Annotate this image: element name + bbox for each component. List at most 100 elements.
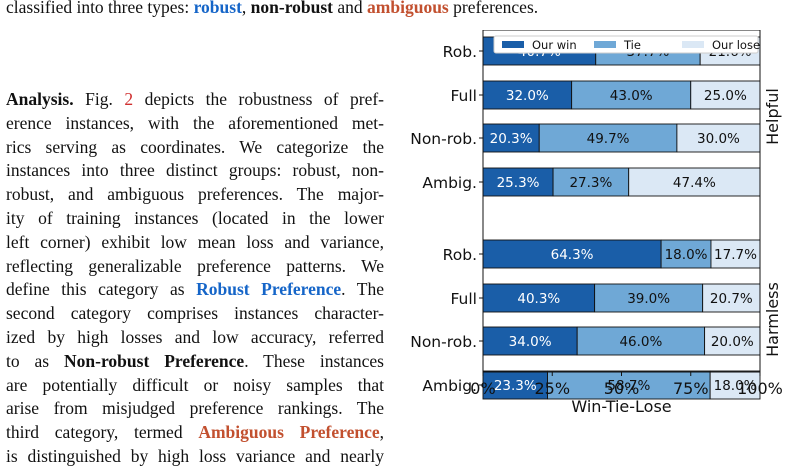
x-tick-label: 100% bbox=[737, 379, 783, 398]
analysis-paragraph: Analysis. Fig. 2 depicts the robustness … bbox=[6, 88, 384, 469]
para-text: Fig. bbox=[85, 89, 113, 109]
bar-value-label: 25.3% bbox=[497, 175, 540, 191]
bar-value-label: 27.3% bbox=[569, 175, 612, 191]
bar-value-label: 20.0% bbox=[711, 334, 754, 350]
stacked-bar-segment bbox=[576, 326, 706, 356]
y-tick-label: Ambig. bbox=[422, 174, 477, 192]
figure-ref-link[interactable]: 2 bbox=[124, 89, 134, 109]
stacked-bar-segment bbox=[482, 370, 548, 400]
para-text: depicts the robustness of pref- bbox=[144, 89, 384, 109]
x-axis-label: Win-Tie-Lose bbox=[571, 397, 671, 416]
para-line: are potentially difficult or noisy sampl… bbox=[6, 374, 384, 395]
bar-value-label: 47.4% bbox=[673, 175, 716, 191]
y-tick-label: Rob. bbox=[443, 246, 477, 264]
bar-value-label: 30.0% bbox=[697, 131, 740, 147]
para-line: third category, termed Ambiguous Prefere… bbox=[6, 421, 384, 445]
stacked-bar-segment bbox=[547, 370, 711, 400]
para-line: robust, and ambiguous preferences. The m… bbox=[6, 184, 384, 205]
bar-value-label: 39.0% bbox=[627, 291, 670, 307]
legend-label: Our win bbox=[532, 38, 577, 52]
y-tick-label: Non-rob. bbox=[410, 130, 477, 148]
bar-value-label: 46.0% bbox=[619, 334, 662, 350]
y-tick-label: Ambig. bbox=[422, 377, 477, 395]
para-line: ity of training instances (located in th… bbox=[6, 207, 384, 228]
analysis-heading: Analysis. bbox=[6, 89, 74, 109]
stacked-bar-segment bbox=[482, 239, 662, 269]
para-text: to as bbox=[6, 350, 50, 371]
stacked-bar-segment bbox=[482, 326, 578, 356]
stacked-bar-segment bbox=[660, 239, 712, 269]
legend-box bbox=[493, 35, 759, 54]
intro-suffix: preferences. bbox=[453, 0, 539, 17]
bar-value-label: 20.7% bbox=[710, 291, 753, 307]
group-label: Helpful bbox=[763, 88, 782, 145]
stacked-bar-segment bbox=[628, 167, 761, 197]
group-label: Harmless bbox=[763, 282, 782, 357]
nonrobust-preference-term: Non-robust Preference bbox=[64, 350, 245, 371]
para-line: rics serving as coordinates. We categori… bbox=[6, 136, 384, 157]
para-line: reflecting generalizable preference patt… bbox=[6, 255, 384, 276]
bar-value-label: 25.0% bbox=[704, 88, 747, 104]
legend-swatch bbox=[682, 41, 704, 48]
stacked-bar-segment bbox=[482, 80, 573, 110]
legend-label: Our lose bbox=[712, 38, 760, 52]
para-line: left corner) exhibit low mean loss and v… bbox=[6, 231, 384, 252]
nonrobust-term: non-robust bbox=[250, 0, 334, 17]
bar-value-label: 34.0% bbox=[509, 334, 552, 350]
para-text: . These instances bbox=[244, 350, 384, 371]
stacked-bar-segment bbox=[690, 80, 761, 110]
bar-value-label: 40.3% bbox=[517, 291, 560, 307]
legend-swatch bbox=[594, 41, 616, 48]
para-line: define this category as Robust Preferenc… bbox=[6, 278, 384, 302]
intro-text-line: classified into three types: robust, non… bbox=[6, 0, 796, 18]
x-tick-label: 0% bbox=[470, 379, 495, 398]
x-tick-label: 50% bbox=[604, 379, 640, 398]
ambiguous-preference-term: Ambiguous Preference bbox=[198, 422, 380, 443]
stacked-bar-segment bbox=[552, 167, 630, 197]
stacked-bar-segment bbox=[709, 370, 761, 400]
stacked-bar-segment bbox=[571, 80, 692, 110]
para-line: erence instances, with the aforementione… bbox=[6, 112, 384, 133]
bar-value-label: 17.7% bbox=[714, 247, 757, 263]
intro-and: and bbox=[337, 0, 363, 17]
x-tick-label: 25% bbox=[534, 379, 570, 398]
para-line: ized by high losses and low accuracy, re… bbox=[6, 326, 384, 347]
para-text: third category, termed bbox=[6, 422, 183, 443]
para-line: instances into three distinct groups: ro… bbox=[6, 160, 384, 181]
bar-value-label: 20.3% bbox=[490, 131, 533, 147]
bar-value-label: 23.3% bbox=[494, 378, 537, 394]
y-tick-label: Full bbox=[450, 290, 477, 308]
stacked-bar-segment bbox=[710, 239, 761, 269]
legend-label: Tie bbox=[623, 38, 641, 52]
para-line: is distinguished by high loss variance a… bbox=[6, 445, 384, 466]
para-line: arise from misjudged preference rankings… bbox=[6, 398, 384, 419]
para-text: , bbox=[379, 422, 385, 443]
legend-swatch bbox=[502, 41, 524, 48]
stacked-bar-segment bbox=[594, 283, 704, 313]
term-text: Robust Preference bbox=[196, 279, 342, 300]
x-tick-label: 75% bbox=[673, 379, 709, 398]
stacked-bar-segment bbox=[482, 283, 596, 313]
para-line: Analysis. Fig. 2 depicts the robustness … bbox=[6, 88, 384, 112]
robust-preference-term: Robust Preference bbox=[196, 279, 341, 299]
bar-value-label: 18.0% bbox=[714, 378, 757, 394]
para-line: to as Non-robust Preference. These insta… bbox=[6, 350, 384, 374]
win-tie-lose-chart: 40.7%37.7%21.6%Rob.32.0%43.0%25.0%Full20… bbox=[410, 30, 783, 416]
para-text: define this category as bbox=[6, 279, 185, 300]
bar-value-label: 18.0% bbox=[665, 247, 708, 263]
bar-value-label: 64.3% bbox=[551, 247, 594, 263]
y-tick-label: Rob. bbox=[443, 43, 477, 61]
intro-comma: , bbox=[241, 0, 247, 17]
ambiguous-term: ambiguous bbox=[367, 0, 449, 17]
robust-term: robust bbox=[193, 0, 242, 17]
stacked-bar-segment bbox=[538, 123, 678, 153]
bar-value-label: 43.0% bbox=[610, 88, 653, 104]
para-line: second category comprises instances char… bbox=[6, 303, 384, 324]
y-tick-label: Full bbox=[450, 87, 477, 105]
bar-value-label: 32.0% bbox=[506, 88, 549, 104]
y-tick-label: Non-rob. bbox=[410, 333, 477, 351]
bar-value-label: 58.7% bbox=[607, 378, 650, 394]
intro-prefix: classified into three types: bbox=[6, 0, 190, 17]
bar-value-label: 49.7% bbox=[587, 131, 630, 147]
para-text: . The bbox=[341, 279, 385, 300]
